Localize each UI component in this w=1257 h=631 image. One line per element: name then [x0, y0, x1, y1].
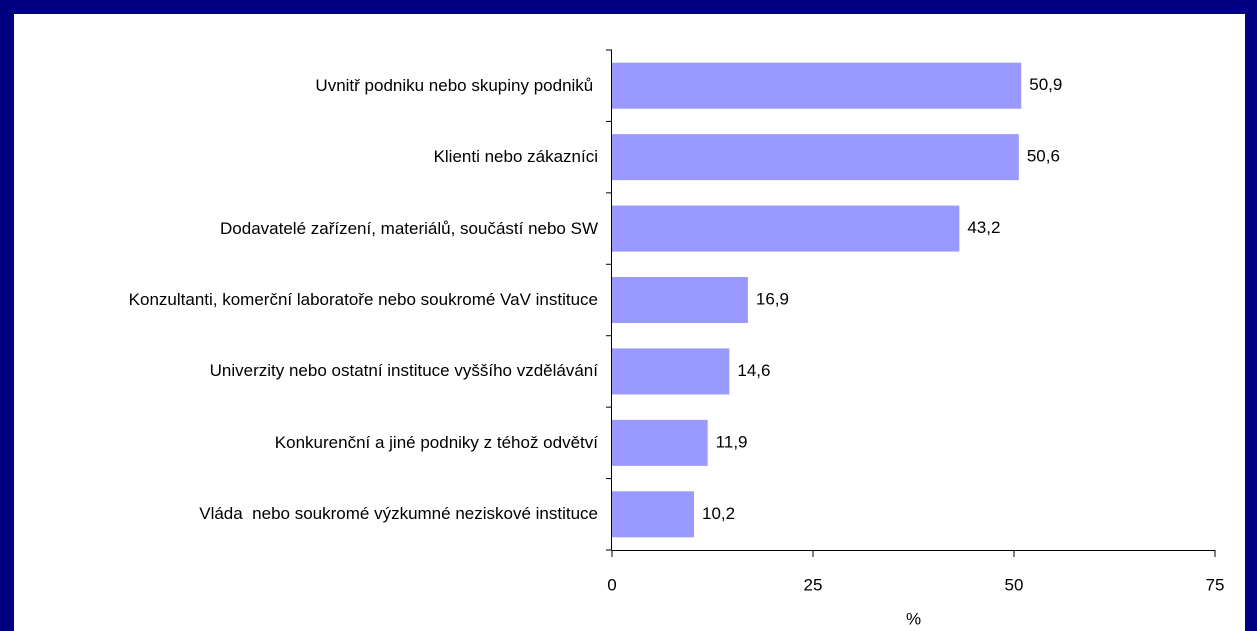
category-label: Konzultanti, komerční laboratoře nebo so…: [128, 290, 598, 309]
category-label: Dodavatelé zařízení, materiálů, součástí…: [220, 218, 598, 238]
bar: [612, 205, 960, 252]
category-label: Konkurenční a jiné podniky z téhož odvět…: [274, 432, 598, 452]
value-label: 11,9: [716, 432, 748, 451]
value-label: 50,6: [1027, 147, 1060, 166]
bar: [612, 419, 708, 466]
value-label: 16,9: [756, 289, 789, 308]
x-axis-title: %: [906, 609, 921, 628]
x-tick-label: 50: [1005, 575, 1024, 594]
value-label: 10,2: [702, 504, 735, 523]
category-label: Univerzity nebo ostatní instituce vyššíh…: [209, 361, 598, 381]
category-label: Vláda nebo soukromé výzkumné neziskové i…: [199, 504, 598, 524]
category-label: Klienti nebo zákazníci: [433, 147, 598, 167]
bar: [612, 277, 748, 323]
value-label: 14,6: [737, 361, 770, 380]
x-tick-label: 75: [1206, 575, 1225, 594]
category-label: Uvnitř podniku nebo skupiny podniků: [315, 75, 598, 95]
value-label: 43,2: [967, 218, 1000, 237]
value-label: 50,9: [1029, 75, 1062, 94]
bar: [612, 348, 730, 395]
bar: [612, 62, 1022, 109]
x-tick-label: 0: [607, 575, 616, 594]
bar: [612, 491, 695, 538]
bar: [612, 134, 1019, 181]
x-tick-label: 25: [804, 575, 823, 594]
